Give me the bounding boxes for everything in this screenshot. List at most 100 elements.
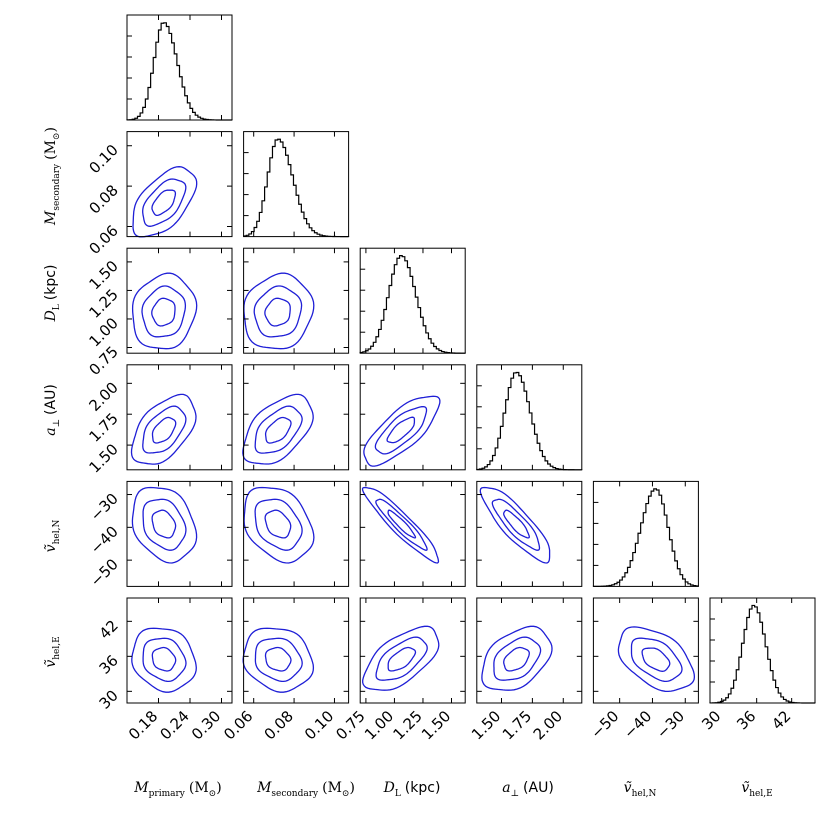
contour-3σ xyxy=(363,395,441,467)
contour-3σ xyxy=(481,625,553,691)
svg-text:DL(kpc): DL(kpc) xyxy=(43,265,62,323)
y-tick-label-vN: −40 xyxy=(87,522,122,557)
xlabel-m-secondary: Msecondary (M⊙) xyxy=(256,780,355,799)
x-tick-label-dl: 1.25 xyxy=(389,707,425,743)
panel-frame xyxy=(476,597,583,704)
y-tick-label-vE: 42 xyxy=(96,616,122,642)
contour-3σ xyxy=(361,486,440,564)
contour-1σ xyxy=(264,416,292,444)
panel-frame xyxy=(126,14,233,121)
panel-frame xyxy=(126,131,233,238)
x-tick-label-m2: 0.06 xyxy=(220,707,256,743)
x-tick-label-vE: 42 xyxy=(768,707,794,733)
x-tick-label-aperp: 1.50 xyxy=(468,707,504,743)
contour-3σ xyxy=(243,272,315,350)
panel-vE-vs-aperp: 1.501.752.00 xyxy=(468,597,583,743)
panel-dl-vs-dl xyxy=(359,247,466,354)
panel-frame xyxy=(126,597,233,704)
x-tick-label-dl: 0.75 xyxy=(332,707,368,743)
contour-1σ xyxy=(387,646,417,672)
panel-vE-vs-m2: 0.06 0.08 0.10 xyxy=(220,597,350,743)
y-tick-label-vN: −50 xyxy=(87,555,122,590)
x-tick-label-aperp: 1.75 xyxy=(499,707,535,743)
corner-panels: 0.060.080.100.751.001.251.501.501.752.00… xyxy=(85,14,816,743)
contour-3σ xyxy=(131,486,198,564)
x-tick-label-vN: −30 xyxy=(653,707,688,742)
y-tick-label-dl: 1.50 xyxy=(85,257,121,293)
panel-vN-vs-vN xyxy=(592,480,699,587)
x-tick-label-m2: 0.10 xyxy=(301,707,337,743)
ylabel-vhel-n: ṽhel,N xyxy=(43,520,62,553)
histogram-aperp xyxy=(476,371,583,471)
x-tick-label-m1: 0.24 xyxy=(156,707,192,743)
contour-3σ xyxy=(243,486,315,564)
panel-aperp-vs-m2 xyxy=(242,364,350,471)
contour-1σ xyxy=(503,646,530,672)
y-tick-label-m2: 0.08 xyxy=(85,181,121,217)
contour-3σ xyxy=(131,627,197,693)
panel-frame xyxy=(592,597,699,704)
x-tick-label-dl: 1.50 xyxy=(418,707,454,743)
panel-vN-vs-m2 xyxy=(243,480,350,587)
panel-aperp-vs-dl xyxy=(359,364,466,471)
y-tick-label-aperp: 2.00 xyxy=(85,378,121,414)
panel-m2-vs-m2 xyxy=(243,131,350,238)
ylabel-aperp: a⊥(AU) xyxy=(43,384,62,436)
panel-frame xyxy=(243,480,350,587)
panel-frame xyxy=(592,480,699,587)
contour-1σ xyxy=(264,646,292,672)
x-tick-label-aperp: 2.00 xyxy=(530,707,566,743)
ylabel-dl: DL(kpc) xyxy=(43,265,62,323)
contour-3σ xyxy=(132,166,198,238)
histogram-m1 xyxy=(126,22,232,121)
panel-frame xyxy=(359,247,466,354)
contour-2σ xyxy=(253,285,303,338)
y-tick-label-vE: 36 xyxy=(96,651,122,677)
panel-vE-vs-vN: −50−40−30 xyxy=(587,597,699,742)
panel-frame xyxy=(359,597,466,704)
contour-2σ xyxy=(493,636,542,681)
x-tick-label-vE: 36 xyxy=(733,707,759,733)
contour-1σ xyxy=(151,509,177,539)
x-tick-label-vE: 30 xyxy=(698,707,724,733)
panel-vN-vs-aperp xyxy=(476,480,583,587)
panel-m2-vs-m1: 0.06 0.08 0.10 xyxy=(85,131,233,258)
panel-dl-vs-m1: 0.751.001.251.50 xyxy=(85,247,233,379)
y-tick-label-aperp: 1.50 xyxy=(85,440,121,476)
x-tick-label-vN: −40 xyxy=(620,707,655,742)
contour-2σ xyxy=(141,285,187,338)
panel-aperp-vs-m1: 1.501.752.00 xyxy=(85,364,233,477)
contour-1σ xyxy=(151,297,176,327)
svg-text:a⊥(AU): a⊥(AU) xyxy=(43,384,62,436)
panel-frame xyxy=(126,480,233,587)
contour-3σ xyxy=(479,486,551,564)
panel-dl-vs-m2 xyxy=(243,247,350,354)
svg-text:ṽhel,E: ṽhel,E xyxy=(43,636,62,667)
panel-frame xyxy=(243,247,350,354)
svg-text:ṽhel,N: ṽhel,N xyxy=(43,520,62,553)
panel-frame xyxy=(359,364,466,471)
contour-3σ xyxy=(130,393,197,465)
y-tick-label-dl: 0.75 xyxy=(85,343,121,379)
panel-aperp-vs-aperp xyxy=(476,364,583,471)
histogram-vN xyxy=(592,488,699,587)
panel-m1-vs-m1 xyxy=(126,14,233,121)
panel-frame xyxy=(243,597,350,704)
contour-2σ xyxy=(375,636,428,681)
svg-text:Msecondary(M⊙): Msecondary(M⊙) xyxy=(43,127,62,226)
contour-3σ xyxy=(242,627,315,693)
ylabel-vhel-e: ṽhel,E xyxy=(43,636,62,667)
panel-frame xyxy=(359,480,466,587)
panel-frame xyxy=(476,364,583,471)
y-tick-label-m2: 0.10 xyxy=(85,141,121,177)
y-tick-label-vN: −30 xyxy=(87,490,122,525)
y-tick-label-vE: 30 xyxy=(96,686,122,712)
x-tick-label-m1: 0.18 xyxy=(125,707,161,743)
contour-1σ xyxy=(264,297,291,327)
panel-vE-vs-dl: 0.751.001.251.50 xyxy=(332,597,466,743)
panel-frame xyxy=(243,364,350,471)
y-tick-label-aperp: 1.75 xyxy=(85,409,121,445)
xlabel-dl: DL (kpc) xyxy=(383,780,441,799)
contour-2σ xyxy=(630,637,683,683)
contour-2σ xyxy=(374,405,428,455)
